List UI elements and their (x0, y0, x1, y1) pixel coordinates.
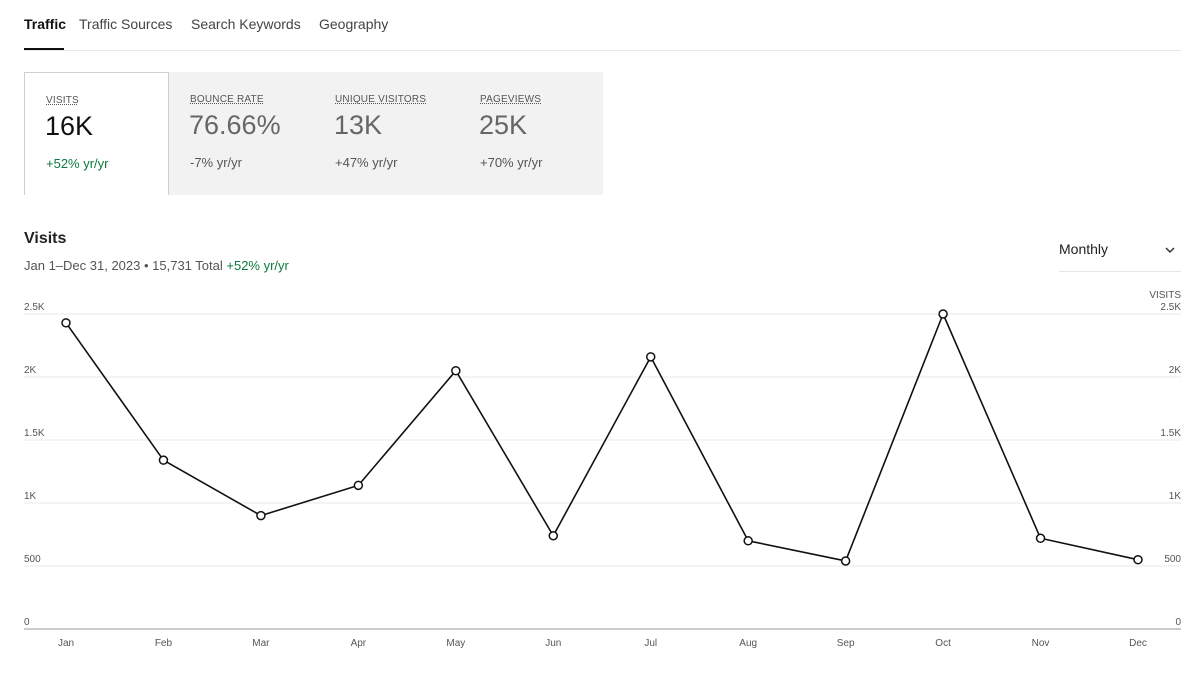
y-tick-label-right: 0 (1175, 617, 1181, 628)
x-tick-label: Dec (1129, 638, 1147, 649)
metric-value: 13K (334, 110, 383, 140)
series-line (65, 313, 1139, 562)
tab-bar: Traffic Traffic Sources Search Keywords … (24, 0, 1181, 51)
y-tick-label-right: 2.5K (1160, 302, 1181, 313)
visits-line-chart: VISITS 0 0 500 500 1K 1K 1.5K 1.5K 2K 2K 2.5K 2.5K Ja… (24, 290, 1182, 649)
y-tick-label-left: 2.5K (24, 302, 45, 313)
y-tick-label-right: 1.5K (1160, 428, 1181, 439)
data-point (645, 352, 656, 362)
tab-traffic-sources[interactable]: Traffic Sources (79, 16, 173, 32)
x-tick-label: Aug (739, 638, 757, 649)
metric-change: +47% yr/yr (335, 155, 398, 170)
tab-search-keywords[interactable]: Search Keywords (191, 16, 301, 32)
x-tick-label: Jan (58, 638, 74, 649)
y-tick-label-left: 500 (24, 554, 41, 565)
chevron-down-icon (1165, 247, 1175, 254)
metric-label: BOUNCE RATE (190, 94, 264, 105)
y-tick-label-left: 2K (24, 365, 37, 376)
tab-geography[interactable]: Geography (319, 16, 389, 32)
metric-card-visits[interactable]: VISITS 16K +52% yr/yr (24, 72, 169, 195)
data-point (743, 536, 753, 546)
x-tick-label: Nov (1032, 638, 1050, 649)
data-point (451, 365, 461, 376)
chart-date-range-total: Jan 1–Dec 31, 2023 • 15,731 Total (24, 258, 223, 273)
metric-value: 16K (45, 111, 94, 141)
metric-label: PAGEVIEWS (480, 94, 542, 105)
metric-cards: VISITS 16K +52% yr/yr BOUNCE RATE 76.66%… (24, 72, 603, 195)
data-point (158, 455, 169, 465)
x-tick-label: Mar (252, 638, 270, 649)
data-point (938, 309, 948, 319)
x-tick-label: Jul (644, 638, 657, 649)
metric-card-bounce-rate[interactable]: BOUNCE RATE 76.66% -7% yr/yr (169, 72, 314, 195)
data-point (840, 556, 851, 566)
x-tick-label: Feb (155, 638, 173, 649)
y-tick-label-right: 500 (1164, 554, 1181, 565)
data-point (256, 510, 266, 521)
metric-card-pageviews[interactable]: PAGEVIEWS 25K +70% yr/yr (459, 72, 604, 195)
chart-title: Visits (24, 230, 67, 247)
x-tick-label: Apr (351, 638, 367, 649)
metric-change: +70% yr/yr (480, 155, 543, 170)
metric-value: 76.66% (189, 110, 281, 140)
chart-change: +52% yr/yr (226, 258, 289, 273)
data-point (61, 318, 71, 328)
x-tick-label: Jun (545, 638, 561, 649)
metric-change: +52% yr/yr (46, 156, 109, 171)
y-tick-label-left: 1K (24, 491, 37, 502)
x-tick-label: May (446, 638, 465, 649)
y-tick-label-left: 1.5K (24, 428, 45, 439)
y-tick-label-left: 0 (24, 617, 30, 628)
data-point (548, 531, 559, 541)
metric-change: -7% yr/yr (190, 155, 242, 170)
data-point (1133, 554, 1143, 565)
period-select[interactable]: Monthly (1059, 232, 1181, 272)
y-axis-title-right: VISITS (1149, 290, 1181, 301)
active-tab-indicator (24, 48, 64, 50)
period-select-value: Monthly (1059, 241, 1109, 257)
y-tick-label-right: 2K (1169, 365, 1182, 376)
data-point (1035, 533, 1046, 544)
chart-subtitle: Jan 1–Dec 31, 2023 • 15,731 Total +52% y… (24, 258, 289, 273)
data-point (353, 480, 364, 491)
tab-traffic[interactable]: Traffic (24, 16, 67, 32)
y-tick-label-right: 1K (1169, 491, 1182, 502)
x-tick-label: Oct (935, 638, 951, 649)
metric-label: VISITS (46, 95, 79, 106)
x-tick-label: Sep (837, 638, 855, 649)
metric-value: 25K (479, 110, 528, 140)
metric-card-unique-visitors[interactable]: UNIQUE VISITORS 13K +47% yr/yr (314, 72, 459, 195)
metric-label: UNIQUE VISITORS (335, 94, 427, 105)
